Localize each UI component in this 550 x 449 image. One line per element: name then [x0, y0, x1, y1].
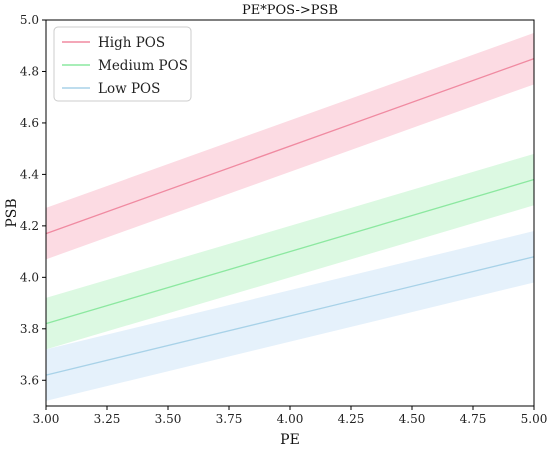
x-axis-ticks: 3.00 3.25 3.50 3.75 4.00 4.25 4.50 4.75 5.00 [33, 406, 548, 426]
y-tick-label: 5.0 [20, 13, 39, 27]
x-tick-label: 3.50 [155, 412, 182, 426]
y-tick-label: 3.6 [20, 373, 39, 387]
y-tick-label: 4.0 [20, 270, 39, 284]
x-tick-label: 4.75 [460, 412, 487, 426]
y-tick-label: 3.8 [20, 322, 39, 336]
legend-box [53, 26, 192, 102]
x-tick-label: 3.75 [216, 412, 243, 426]
x-tick-label: 4.25 [338, 412, 365, 426]
series-line-0 [45, 57, 535, 235]
y-tick-label: 4.6 [20, 116, 39, 130]
x-tick-label: 3.00 [33, 412, 60, 426]
legend: High POS Medium POS Low POS [53, 26, 192, 102]
legend-label-0: High POS [98, 35, 165, 51]
chart-title: PE*POS->PSB [242, 3, 338, 18]
x-tick-label: 3.25 [94, 412, 121, 426]
x-tick-label: 4.00 [277, 412, 304, 426]
y-tick-label: 4.4 [20, 167, 39, 181]
y-axis-label: PSB [4, 198, 20, 227]
legend-label-2: Low POS [98, 81, 160, 97]
x-axis-label: PE [280, 432, 300, 448]
series-line-1 [45, 178, 535, 325]
series-lines [45, 57, 535, 376]
series-line-2 [45, 256, 535, 376]
y-axis-ticks: 3.6 3.8 4.0 4.2 4.4 4.6 4.8 5.0 [20, 13, 46, 387]
y-tick-label: 4.8 [20, 64, 39, 78]
legend-label-1: Medium POS [98, 58, 188, 74]
x-tick-label: 5.00 [521, 412, 548, 426]
x-tick-label: 4.50 [399, 412, 426, 426]
y-tick-label: 4.2 [20, 219, 39, 233]
